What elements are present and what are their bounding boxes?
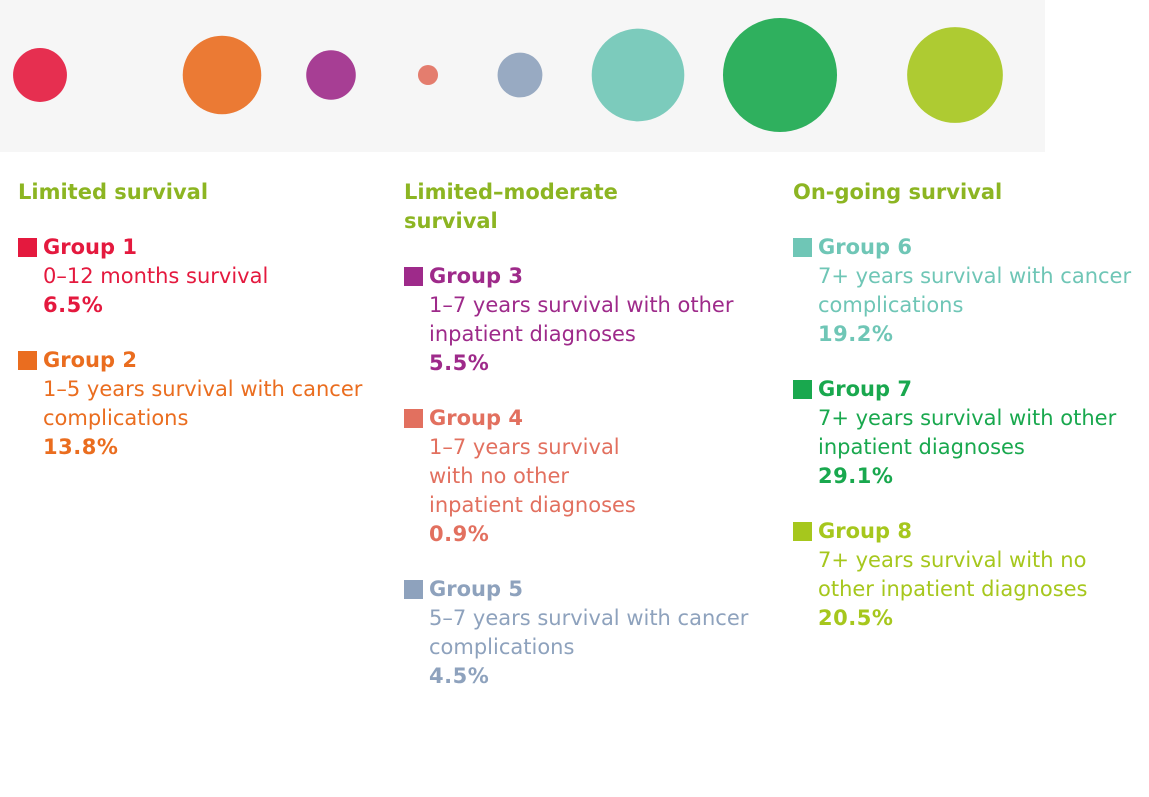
bubble-strip [0,0,1149,160]
bubble [723,18,837,132]
group-name: Group 7 [818,375,912,404]
group-swatch [793,380,812,399]
group-swatch [404,580,423,599]
group-description: 7+ years survival with other inpatient d… [793,404,1149,462]
group-swatch [793,522,812,541]
bubble [418,65,438,85]
group-description: 0–12 months survival [18,262,378,291]
group-header: Group 6 [793,233,1149,262]
bubble [592,29,685,122]
group-description: 1–7 years survival with no other inpatie… [404,433,669,520]
group-percent: 4.5% [404,662,764,691]
group-name: Group 3 [429,262,523,291]
group-header: Group 5 [404,575,764,604]
group-percent: 5.5% [404,349,764,378]
column-title: Limited–moderate survival [404,178,684,236]
group-swatch [404,267,423,286]
group-name: Group 2 [43,346,137,375]
group-swatch [18,238,37,257]
group-description: 1–5 years survival with cancer complicat… [18,375,378,433]
group-swatch [793,238,812,257]
column-title: Limited survival [18,178,378,207]
group-description: 7+ years survival with no other inpatien… [793,546,1149,604]
group-percent: 13.8% [18,433,378,462]
group-name: Group 5 [429,575,523,604]
group-header: Group 2 [18,346,378,375]
group-header: Group 1 [18,233,378,262]
column-title: On-going survival [793,178,1149,207]
group-name: Group 8 [818,517,912,546]
group-swatch [18,351,37,370]
page: {"chart_data": {"type": "bubble", "colum… [0,0,1149,797]
group-description: 5–7 years survival with cancer complicat… [404,604,764,662]
group-percent: 20.5% [793,604,1149,633]
group-header: Group 3 [404,262,764,291]
bubble [907,27,1003,123]
group-swatch [404,409,423,428]
group-description: 7+ years survival with cancer complicati… [793,262,1149,320]
group-percent: 19.2% [793,320,1149,349]
group-name: Group 6 [818,233,912,262]
group-description: 1–7 years survival with other inpatient … [404,291,764,349]
bubble [183,36,262,115]
group-percent: 0.9% [404,520,764,549]
bubble [306,50,356,100]
group-header: Group 8 [793,517,1149,546]
bubble [498,53,543,98]
group-percent: 6.5% [18,291,378,320]
group-name: Group 1 [43,233,137,262]
group-percent: 29.1% [793,462,1149,491]
bubble [13,48,67,102]
group-name: Group 4 [429,404,523,433]
group-header: Group 4 [404,404,764,433]
group-header: Group 7 [793,375,1149,404]
